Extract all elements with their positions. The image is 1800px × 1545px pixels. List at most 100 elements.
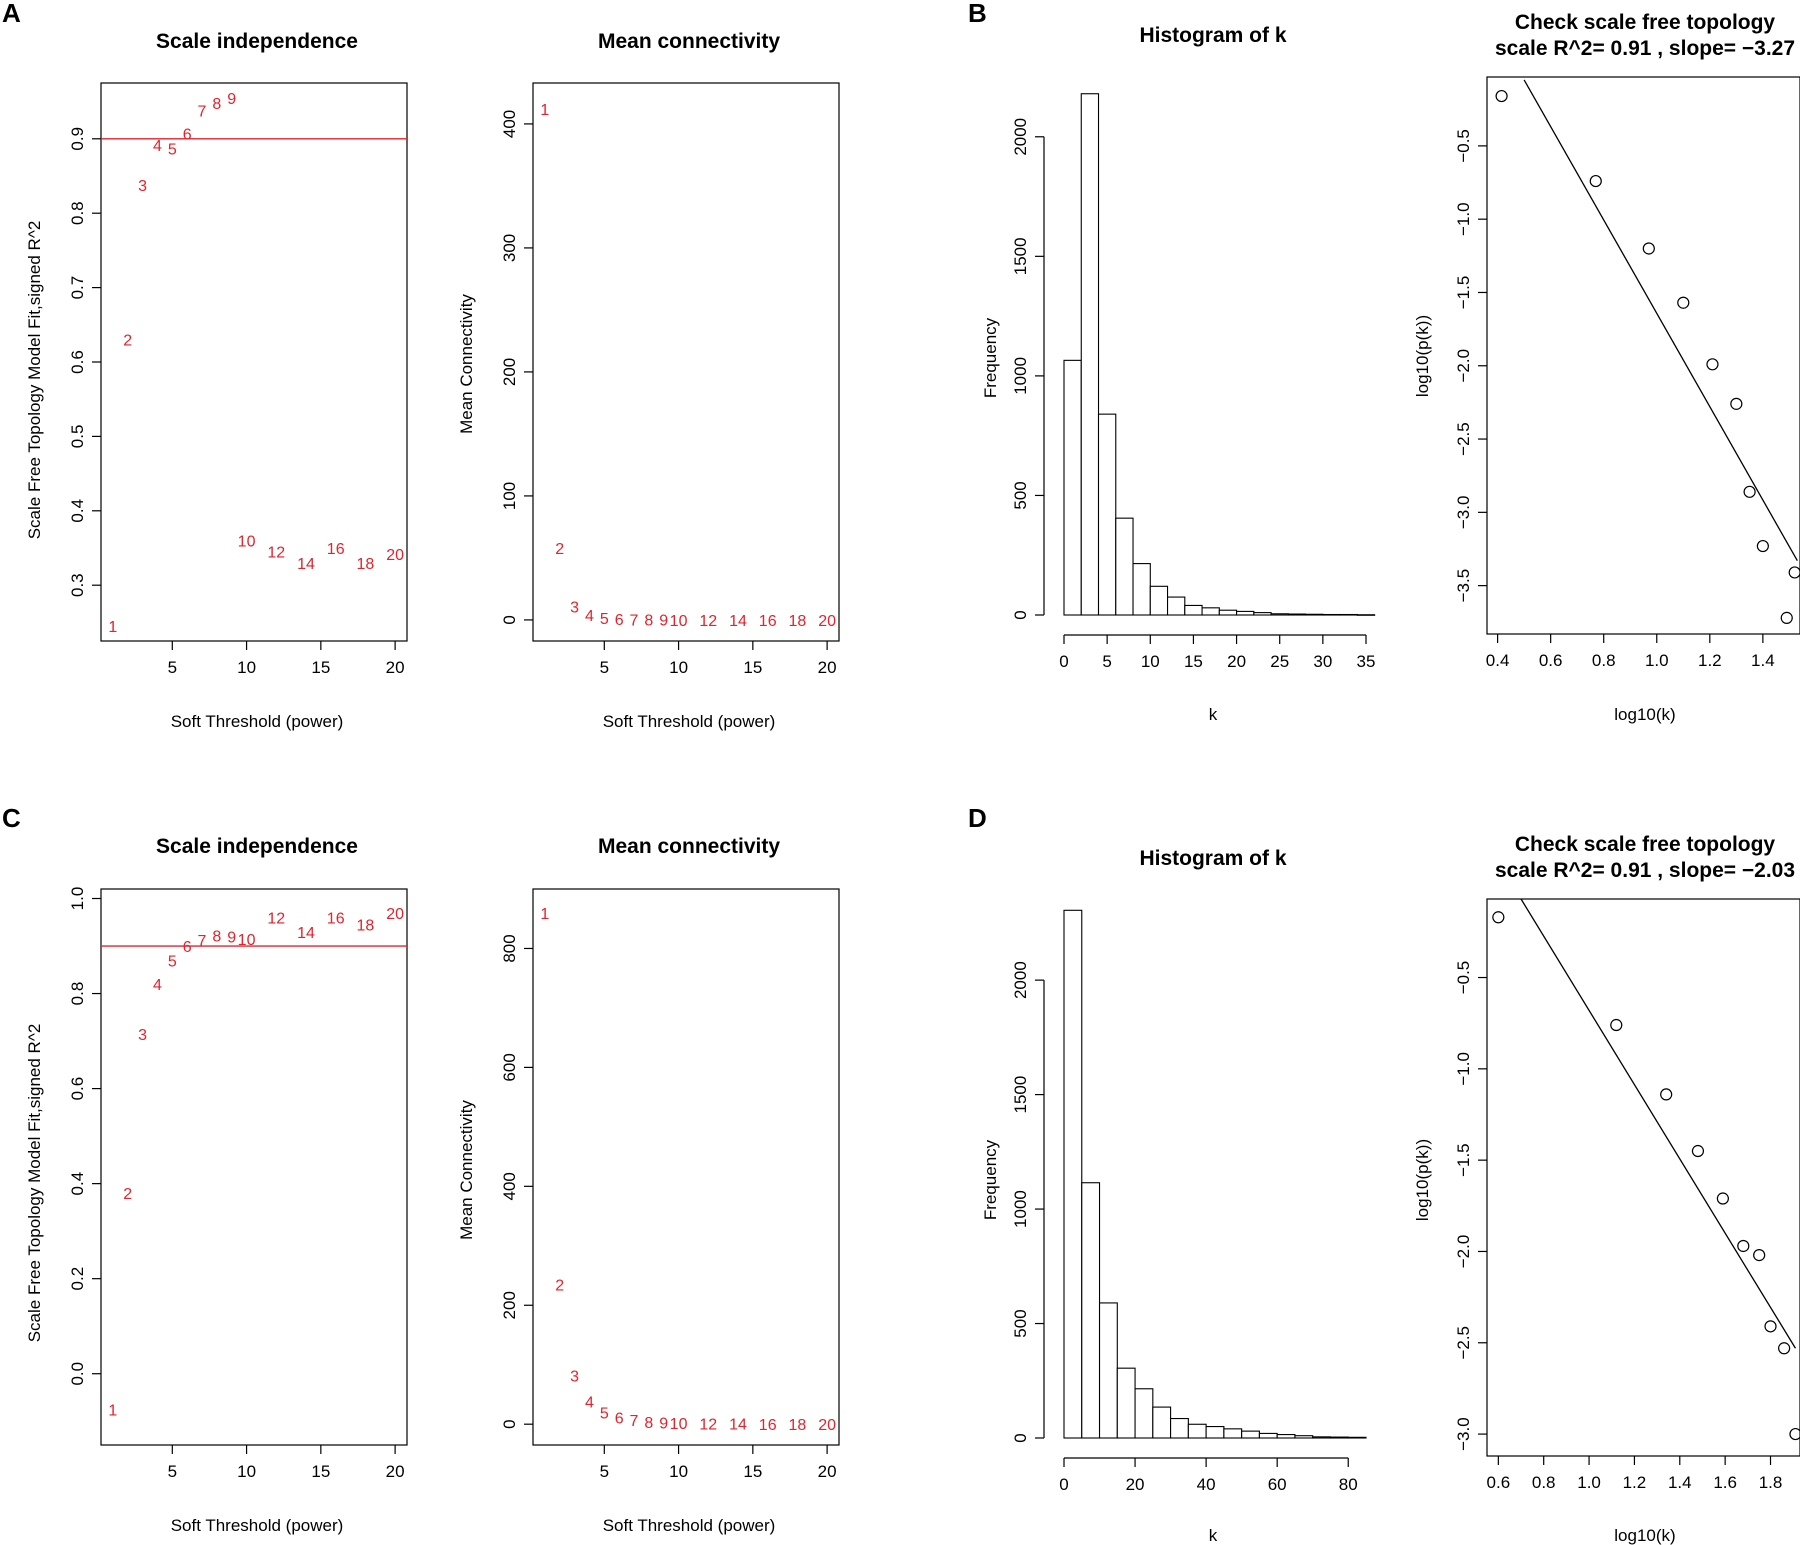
histogram-bar — [1236, 610, 1255, 616]
chart-c-scale-independence: Scale independence Soft Threshold (power… — [25, 835, 408, 1535]
power-point-label: 10 — [670, 1416, 688, 1433]
y-tick-label: −3.0 — [1454, 1417, 1473, 1451]
data-point — [1589, 174, 1602, 188]
x-tick-label: 20 — [386, 658, 405, 677]
histogram-bar — [1116, 1367, 1136, 1439]
y-tick-label: 800 — [500, 934, 519, 962]
histogram-bar — [1132, 563, 1151, 616]
x-tick-label: 15 — [743, 1462, 762, 1481]
power-point-label: 8 — [212, 929, 221, 946]
y-tick-label: 400 — [500, 110, 519, 138]
chart-c-mean-connectivity: Mean connectivity Soft Threshold (power)… — [457, 835, 840, 1535]
power-point-label: 20 — [818, 1417, 836, 1434]
data-point — [1495, 89, 1508, 103]
power-point-label: 14 — [729, 1417, 747, 1434]
data-point — [1780, 611, 1793, 624]
chart-b-histogram: Histogram of k k Frequency 0 5 10 15 20 25 30 3… — [981, 24, 1375, 724]
x-tick-label: 0.8 — [1532, 1473, 1556, 1492]
y-axis-label: Scale Free Topology Model Fit,signed R^2 — [25, 1024, 44, 1343]
data-point — [1691, 1144, 1705, 1158]
x-axis-label: log10(k) — [1614, 705, 1675, 724]
fit-line — [1520, 898, 1797, 1349]
power-point-label: 18 — [789, 613, 807, 630]
x-tick-label: 25 — [1270, 652, 1289, 671]
histogram-bar — [1166, 596, 1186, 616]
power-point-label: 1 — [108, 619, 117, 636]
power-point-label: 18 — [357, 556, 375, 573]
power-point-label: 18 — [789, 1417, 807, 1434]
y-tick-label: 300 — [500, 234, 519, 262]
histogram-bar — [1184, 604, 1203, 616]
power-point-label: 9 — [227, 91, 236, 108]
power-point-label: 7 — [198, 933, 207, 950]
y-tick-label: −1.0 — [1454, 1052, 1473, 1086]
power-point-label: 20 — [386, 906, 404, 923]
x-tick-label: 15 — [743, 658, 762, 677]
y-tick-label: 1000 — [1011, 1190, 1030, 1228]
x-tick-label: 10 — [237, 658, 256, 677]
x-tick-label: 1.2 — [1698, 651, 1722, 670]
x-tick-label: 0 — [1059, 1475, 1068, 1494]
x-tick-label: 15 — [311, 658, 330, 677]
power-point-label: 3 — [570, 599, 579, 616]
x-tick-label: 80 — [1339, 1475, 1358, 1494]
histogram-bar — [1081, 1182, 1101, 1439]
histogram-bar — [1097, 413, 1117, 616]
y-tick-label: 0.9 — [68, 127, 87, 151]
histogram-bar — [1241, 1430, 1260, 1439]
y-tick-label: 0.6 — [68, 1077, 87, 1101]
y-tick-label: 0.6 — [68, 350, 87, 374]
power-point-label: 6 — [615, 1411, 624, 1428]
y-axis-label: Mean Connectivity — [457, 1100, 476, 1240]
power-point-label: 9 — [659, 1415, 668, 1432]
power-point-label: 16 — [759, 613, 777, 630]
power-point-label: 4 — [153, 977, 162, 994]
chart-title: Mean connectivity — [598, 835, 780, 858]
x-tick-label: 1.4 — [1751, 651, 1775, 670]
histogram-bar — [1287, 613, 1307, 616]
x-tick-label: 1.6 — [1713, 1473, 1737, 1492]
y-tick-label: 600 — [500, 1053, 519, 1081]
x-tick-label: 10 — [1141, 652, 1160, 671]
power-point-label: 2 — [555, 1277, 564, 1294]
y-tick-label: 0.5 — [68, 425, 87, 449]
power-point-label: 10 — [238, 932, 256, 949]
x-tick-label: 1.0 — [1645, 651, 1669, 670]
power-point-label: 10 — [238, 534, 256, 551]
panel-letter-b: B — [968, 0, 987, 28]
power-point-label: 18 — [357, 918, 375, 935]
x-tick-label: 60 — [1268, 1475, 1287, 1494]
power-point-label: 7 — [630, 612, 639, 629]
y-tick-label: −2.5 — [1454, 1326, 1473, 1360]
chart-a-scale-independence: Scale independence Soft Threshold (power… — [25, 30, 408, 731]
y-tick-label: 2000 — [1011, 118, 1030, 156]
data-point — [1610, 1018, 1623, 1032]
chart-b-scale-free-topology: Check scale free topology scale R^2= 0.9… — [1413, 11, 1800, 724]
power-point-label: 5 — [600, 611, 609, 628]
x-tick-label: 5 — [168, 1462, 177, 1481]
histogram-bar — [1356, 614, 1376, 616]
x-tick-label: 30 — [1313, 652, 1332, 671]
x-tick-label: 0.6 — [1539, 651, 1563, 670]
plot-frame — [532, 82, 840, 642]
x-tick-label: 5 — [168, 658, 177, 677]
y-tick-label: −2.0 — [1454, 349, 1473, 383]
data-point — [1788, 566, 1800, 579]
x-tick-label: 40 — [1197, 1475, 1216, 1494]
power-point-label: 2 — [123, 1186, 132, 1203]
y-axis-label: Mean Connectivity — [457, 294, 476, 434]
histogram-bar — [1080, 93, 1100, 616]
plot-frame — [100, 888, 408, 1446]
power-point-label: 16 — [327, 541, 345, 558]
x-tick-label: 10 — [669, 658, 688, 677]
histogram-bar — [1149, 585, 1169, 616]
data-point — [1753, 1249, 1766, 1262]
y-tick-label: 0 — [500, 1419, 519, 1428]
histogram-bar — [1347, 1436, 1367, 1439]
histogram-bar — [1329, 1436, 1349, 1439]
data-point — [1660, 1088, 1673, 1101]
histogram-bar — [1152, 1406, 1172, 1439]
histogram-bar — [1276, 1434, 1296, 1439]
histogram-bar — [1218, 609, 1238, 616]
